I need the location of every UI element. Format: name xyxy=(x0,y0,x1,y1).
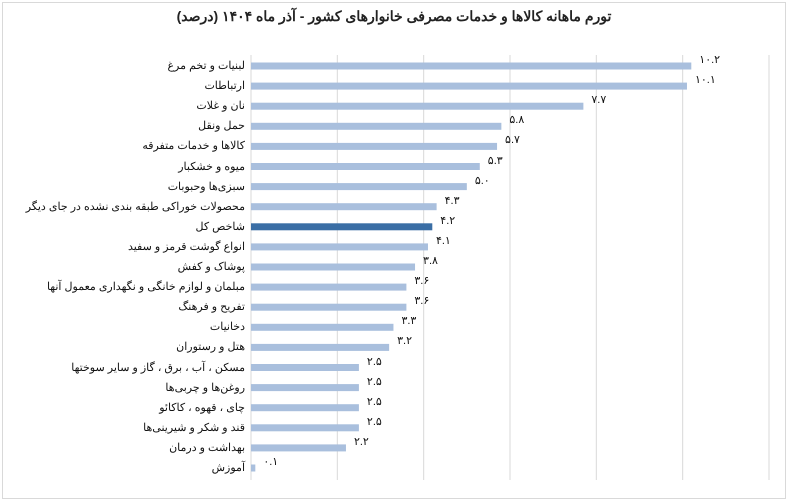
bar xyxy=(251,82,687,90)
bar xyxy=(251,404,359,412)
bar xyxy=(251,62,692,70)
bar xyxy=(251,203,437,211)
category-label: میوه و خشکبار xyxy=(178,160,245,173)
category-label: مسکن ، آب ، برق ، گاز و سایر سوختها xyxy=(71,361,245,374)
data-label: ۲.۲ xyxy=(353,435,369,448)
data-label: ۳.۶ xyxy=(414,275,430,288)
data-label: ۱۰.۱ xyxy=(694,74,716,87)
category-label: قند و شکر و شیرینی‌ها xyxy=(143,421,245,434)
category-label: مبلمان و لوازم خانگی و نگهداری معمول آنه… xyxy=(46,281,245,294)
category-label: سبزی‌ها وحبوبات xyxy=(167,180,245,193)
data-label: ۵.۸ xyxy=(509,114,525,127)
category-label: بهداشت و درمان xyxy=(169,441,245,454)
data-label: ۴.۱ xyxy=(435,234,451,247)
data-label: ۳.۶ xyxy=(414,295,430,308)
bar xyxy=(251,464,256,472)
bar xyxy=(251,163,480,170)
bar xyxy=(251,142,498,150)
data-label: ۳.۸ xyxy=(423,255,438,267)
data-label: ۵.۷ xyxy=(505,134,520,147)
data-label: ۲.۵ xyxy=(366,395,382,408)
bar xyxy=(251,343,390,351)
bar xyxy=(251,424,359,432)
data-label: ۳.۳ xyxy=(401,315,417,328)
category-label: محصولات خوراکی طبقه بندی نشده در جای دیگ… xyxy=(25,200,245,213)
category-label: شاخص کل xyxy=(195,220,245,233)
category-label: لبنیات و تخم مرغ xyxy=(167,60,245,72)
bar xyxy=(251,263,416,271)
data-label: ۳.۲ xyxy=(397,335,412,348)
data-label: ۴.۲ xyxy=(440,214,456,227)
category-label: حمل ونقل xyxy=(198,120,245,133)
category-label: کالاها و خدمات متفرقه xyxy=(142,140,245,153)
data-label: ۲.۵ xyxy=(366,355,382,368)
category-label: آموزش xyxy=(211,462,245,474)
data-label: ۴.۳ xyxy=(444,194,460,207)
data-label: ۵.۰ xyxy=(474,174,490,187)
category-label: روغن‌ها و چربی‌ها xyxy=(165,381,245,394)
category-label: هتل و رستوران xyxy=(176,341,245,354)
bar xyxy=(251,384,359,392)
category-label: انواع گوشت قرمز و سفید xyxy=(127,240,245,253)
category-label: تفریح و فرهنگ xyxy=(178,301,245,314)
bar xyxy=(251,323,394,331)
bar xyxy=(251,223,433,231)
data-label: ۵.۳ xyxy=(487,154,503,167)
bar xyxy=(251,303,407,311)
data-label: ۲.۵ xyxy=(366,415,382,428)
bar xyxy=(251,122,502,130)
data-label: ۲.۵ xyxy=(366,375,382,388)
category-label: نان و غلات xyxy=(196,100,245,113)
data-label: ۷.۷ xyxy=(591,94,607,107)
bar xyxy=(251,183,467,191)
bar xyxy=(251,364,359,371)
category-label: چای ، قهوه ، کاکائو xyxy=(159,401,245,414)
chart-title: تورم ماهانه کالاها و خدمات مصرفی خانواره… xyxy=(176,8,612,24)
bar xyxy=(251,444,346,452)
category-label: دخانیات xyxy=(209,321,245,334)
category-label: پوشاک و کفش xyxy=(177,261,245,273)
bar xyxy=(251,102,584,110)
category-label: ارتباطات xyxy=(204,80,245,93)
data-label: ۰.۱ xyxy=(263,456,279,468)
data-label: ۱۰.۲ xyxy=(699,54,721,66)
bar xyxy=(251,283,407,291)
bar xyxy=(251,243,428,251)
